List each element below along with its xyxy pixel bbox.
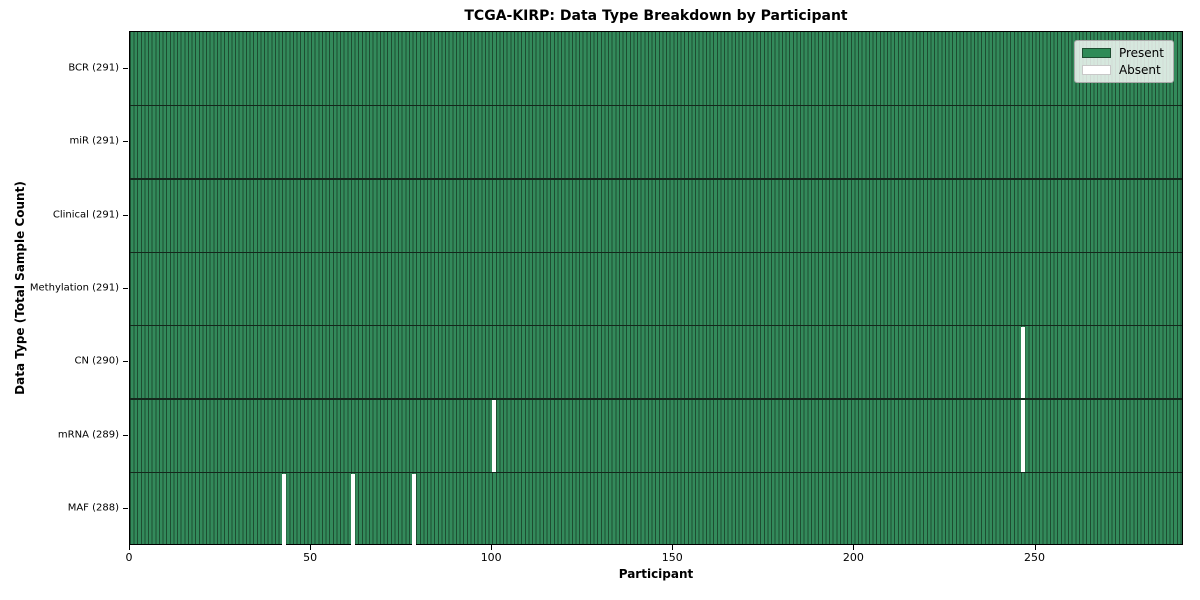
x-axis-label: Participant (618, 567, 694, 581)
absent-cell-MAF-42 (281, 473, 286, 545)
legend-swatch-absent-icon (1081, 65, 1111, 75)
legend: Present Absent (1073, 40, 1174, 83)
legend-item-absent: Absent (1081, 63, 1164, 77)
absent-cell-CN-246 (1020, 326, 1025, 399)
x-tick-mark (853, 545, 855, 550)
absent-cell-MAF-61 (350, 473, 355, 545)
x-tick-label-50: 50 (303, 551, 318, 564)
legend-swatch-present-icon (1081, 48, 1111, 58)
row-boundary-line (130, 471, 1182, 474)
x-tick-mark (129, 545, 130, 550)
y-tick-label-Clinical: Clinical (291) (52, 209, 119, 221)
y-tick-mark (123, 214, 128, 216)
y-tick-mark (123, 361, 128, 363)
y-axis-label: Data Type (Total Sample Count) (13, 181, 27, 395)
legend-label-present: Present (1118, 46, 1164, 60)
y-tick-label-BCR: BCR (291) (68, 62, 119, 74)
y-tick-mark (123, 67, 128, 69)
absent-cell-mRNA-100 (492, 400, 497, 472)
chart-title: TCGA-KIRP: Data Type Breakdown by Partic… (464, 8, 848, 24)
y-tick-label-Methylation: Methylation (291) (29, 282, 119, 294)
y-tick-mark (123, 434, 128, 436)
absent-cell-mRNA-246 (1020, 400, 1025, 472)
x-tick-mark (672, 545, 674, 550)
x-tick-mark (310, 545, 312, 550)
x-tick-label-0: 0 (125, 551, 133, 564)
y-tick-mark (123, 141, 128, 143)
row-boundary-line (130, 398, 1182, 400)
absent-cell-MAF-78 (412, 473, 417, 545)
row-boundary-line (130, 104, 1182, 107)
y-tick-label-mRNA: mRNA (289) (57, 429, 119, 441)
plot-area: Present Absent (129, 31, 1183, 545)
y-tick-mark (123, 508, 128, 510)
y-tick-label-CN: CN (290) (74, 355, 119, 367)
row-boundary-line (130, 178, 1182, 180)
y-tick-mark (123, 288, 128, 289)
x-tick-label-100: 100 (480, 551, 502, 564)
legend-item-present: Present (1081, 46, 1164, 60)
y-tick-label-miR: miR (291) (69, 135, 119, 147)
x-tick-label-250: 250 (1024, 551, 1045, 564)
legend-label-absent: Absent (1118, 63, 1161, 77)
x-tick-label-150: 150 (661, 551, 683, 564)
row-boundary-line (130, 251, 1182, 253)
y-tick-label-MAF: MAF (288) (67, 502, 119, 514)
x-tick-label-200: 200 (842, 551, 864, 564)
row-boundary-line (130, 325, 1182, 327)
x-tick-mark (1034, 545, 1036, 550)
x-tick-mark (491, 545, 493, 550)
